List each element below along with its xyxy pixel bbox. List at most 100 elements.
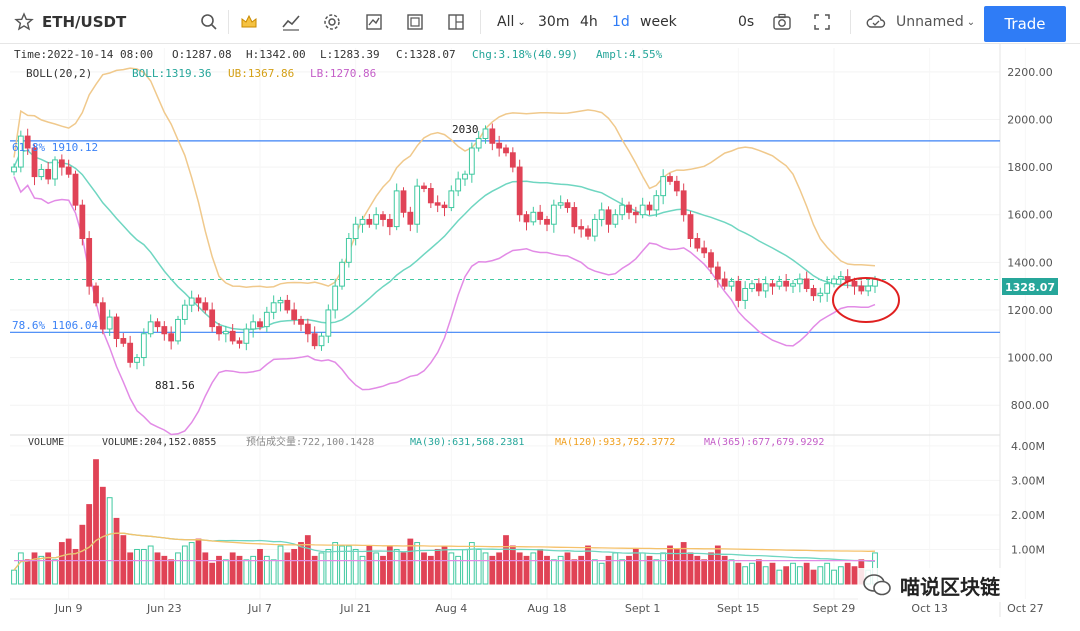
ohlc-legend: Time:2022-10-14 08:00 O:1287.08 H:1342.0… bbox=[14, 48, 663, 80]
settings-icon[interactable] bbox=[322, 12, 342, 32]
volume-bar-up bbox=[332, 542, 339, 585]
time-axis: Jun 9 Jun 23 Jul 7 Jul 21 Aug 4 Aug 18 Sept 1 S… bbox=[54, 602, 1044, 615]
interval-30m[interactable]: 30m bbox=[538, 14, 570, 30]
interval-week[interactable]: week bbox=[640, 14, 677, 30]
volume-bar-down bbox=[229, 552, 236, 585]
candle-up bbox=[277, 299, 284, 304]
volume-bar-down bbox=[516, 552, 523, 585]
volume-bar-down bbox=[79, 524, 86, 585]
volume-bar-down bbox=[65, 538, 72, 585]
cloud-icon[interactable] bbox=[866, 12, 886, 32]
trade-button[interactable]: Trade bbox=[984, 6, 1066, 42]
candle-up bbox=[482, 128, 489, 139]
candle-down bbox=[632, 211, 639, 216]
candle-up bbox=[557, 202, 564, 206]
volume-bar-down bbox=[24, 559, 31, 585]
candle-down bbox=[113, 316, 120, 340]
candle-down bbox=[65, 166, 72, 175]
volume-estimate: 预估成交量:722,100.1428 bbox=[246, 435, 374, 448]
volume-bar-up bbox=[598, 562, 605, 585]
candle-up bbox=[318, 335, 325, 347]
candle-down bbox=[386, 218, 393, 228]
volume-bar-up bbox=[181, 545, 188, 585]
candle-down bbox=[93, 285, 99, 304]
candle-down bbox=[516, 166, 523, 216]
candle-down bbox=[858, 285, 865, 292]
candle-down bbox=[489, 128, 496, 144]
volume-bar-down bbox=[216, 555, 222, 585]
candle-down bbox=[257, 321, 263, 328]
candle-down bbox=[99, 302, 106, 330]
chart-type-icon[interactable] bbox=[364, 12, 384, 32]
volume-tick-label: 1.00M bbox=[1011, 543, 1045, 556]
price-tick-label: 1600.00 bbox=[1007, 209, 1053, 222]
chart-area[interactable]: 800.00 1000.00 1200.00 1400.00 1600.00 1800.0… bbox=[0, 44, 1080, 631]
volume-bar-up bbox=[660, 552, 667, 585]
candle-up bbox=[332, 285, 339, 311]
boll-middle-band bbox=[13, 149, 876, 331]
volume-label[interactable]: VOLUME bbox=[28, 437, 64, 448]
candle-down bbox=[755, 283, 762, 292]
price-tick-label: 2200.00 bbox=[1007, 66, 1053, 79]
symbol-name[interactable]: ETH/USDT bbox=[42, 13, 127, 31]
candle-up bbox=[188, 297, 195, 306]
candle-down bbox=[120, 338, 127, 344]
layout-name-dropdown[interactable]: Unnamed ⌄ bbox=[896, 0, 975, 44]
candle-down bbox=[45, 168, 52, 180]
candle-down bbox=[31, 147, 38, 178]
candle-up bbox=[147, 321, 154, 335]
candle-down bbox=[687, 214, 694, 239]
candle-down bbox=[646, 204, 653, 211]
indicator-icon[interactable] bbox=[281, 12, 301, 32]
star-icon[interactable] bbox=[14, 12, 34, 32]
volume-ma120: MA(120):933,752.3772 bbox=[555, 437, 675, 448]
time-tick-label: Sept 29 bbox=[813, 602, 856, 615]
volume-ma120-line bbox=[13, 532, 876, 571]
price-tick-label: 1400.00 bbox=[1007, 256, 1053, 269]
candle-down bbox=[701, 247, 708, 254]
camera-icon[interactable] bbox=[772, 12, 792, 32]
candle-up bbox=[831, 278, 837, 285]
candle-up bbox=[345, 238, 352, 263]
layout-icon[interactable] bbox=[446, 12, 466, 32]
candle-down bbox=[161, 326, 168, 335]
candle-up bbox=[653, 195, 660, 211]
template-icon[interactable] bbox=[405, 12, 425, 32]
volume-bar-down bbox=[209, 562, 216, 585]
candle-down bbox=[366, 218, 373, 225]
time-tick-label: Jun 23 bbox=[146, 602, 182, 615]
candle-down bbox=[564, 202, 571, 209]
volume-bar-up bbox=[639, 552, 646, 585]
boll-label[interactable]: BOLL(20,2) bbox=[26, 67, 92, 80]
interval-1d[interactable]: 1d bbox=[612, 14, 630, 30]
candle-down bbox=[667, 176, 673, 182]
candle-down bbox=[58, 159, 65, 168]
interval-all[interactable]: All ⌄ bbox=[497, 0, 526, 44]
volume-bar-up bbox=[468, 542, 475, 585]
search-icon[interactable] bbox=[199, 12, 219, 32]
toolbar-divider bbox=[480, 10, 481, 34]
watermark-text: 喵说区块链 bbox=[900, 574, 1000, 599]
time-tick-label: Aug 4 bbox=[435, 602, 467, 615]
candle-up bbox=[17, 135, 24, 168]
crown-icon[interactable] bbox=[239, 12, 259, 32]
candle-up bbox=[325, 309, 332, 337]
volume-bar-up bbox=[250, 555, 257, 585]
candle-down bbox=[851, 280, 858, 287]
volume-bar-down bbox=[735, 562, 742, 585]
volume-bar-up bbox=[482, 552, 489, 585]
candle-up bbox=[140, 333, 147, 359]
fullscreen-icon[interactable] bbox=[812, 12, 832, 32]
candle-up bbox=[414, 185, 421, 225]
candle-up bbox=[612, 214, 619, 225]
volume-bars bbox=[11, 459, 878, 585]
candle-up bbox=[393, 190, 400, 228]
candle-up bbox=[106, 316, 113, 330]
interval-4h[interactable]: 4h bbox=[580, 14, 598, 30]
candle-up bbox=[134, 357, 140, 363]
volume-bar-down bbox=[86, 504, 93, 585]
candle-down bbox=[298, 318, 304, 325]
price-tick-label: 1000.00 bbox=[1007, 352, 1053, 365]
candle-down bbox=[714, 266, 721, 280]
fib-levels bbox=[10, 140, 1000, 333]
